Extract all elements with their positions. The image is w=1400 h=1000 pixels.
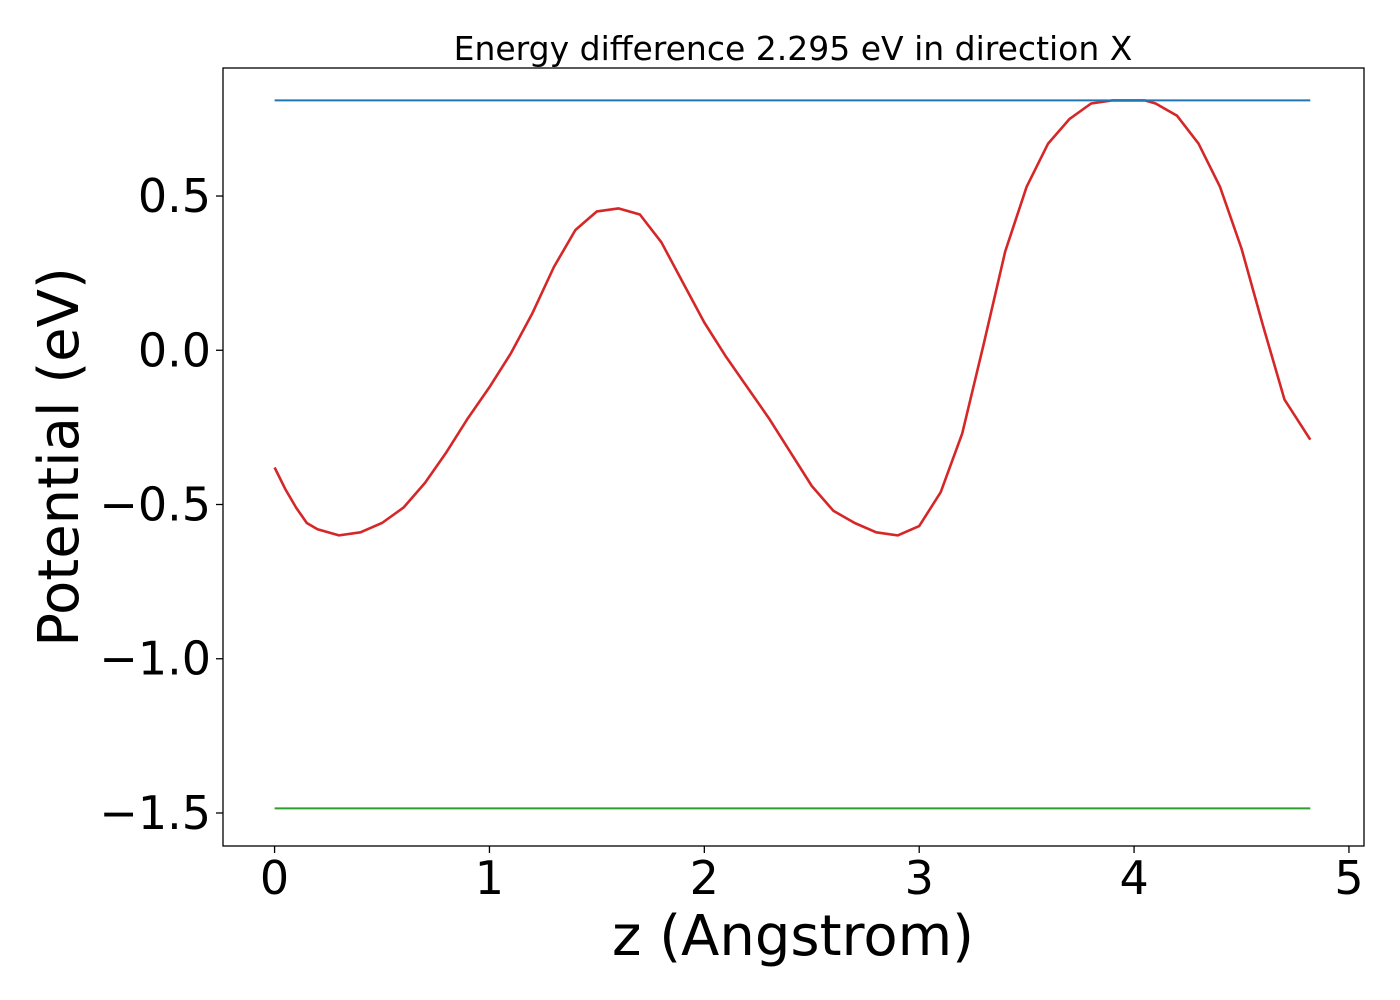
x-tick-label: 1 <box>475 851 504 905</box>
y-axis-label: Potential (eV) <box>27 267 92 647</box>
series-layer <box>273 99 1312 810</box>
y-axis: −1.5 −1.0 −0.5 0.0 0.5 <box>99 169 223 840</box>
series-line-1 <box>273 99 1312 537</box>
x-axis-label: z (Angstrom) <box>612 904 974 969</box>
y-tick-label: −1.5 <box>99 786 211 840</box>
chart-title: Energy difference 2.295 eV in direction … <box>454 29 1133 68</box>
plot-frame <box>222 67 1365 847</box>
x-tick-label: 4 <box>1119 851 1148 905</box>
x-tick-label: 5 <box>1334 851 1363 905</box>
y-tick-label: 0.5 <box>138 169 211 223</box>
x-tick-label: 3 <box>905 851 934 905</box>
y-tick-label: 0.0 <box>138 323 211 377</box>
y-tick-label: −1.0 <box>99 632 211 686</box>
x-tick-label: 2 <box>690 851 719 905</box>
y-tick-label: −0.5 <box>99 478 211 532</box>
x-tick-label: 0 <box>260 851 289 905</box>
x-axis: 0 1 2 3 4 5 <box>260 846 1364 905</box>
